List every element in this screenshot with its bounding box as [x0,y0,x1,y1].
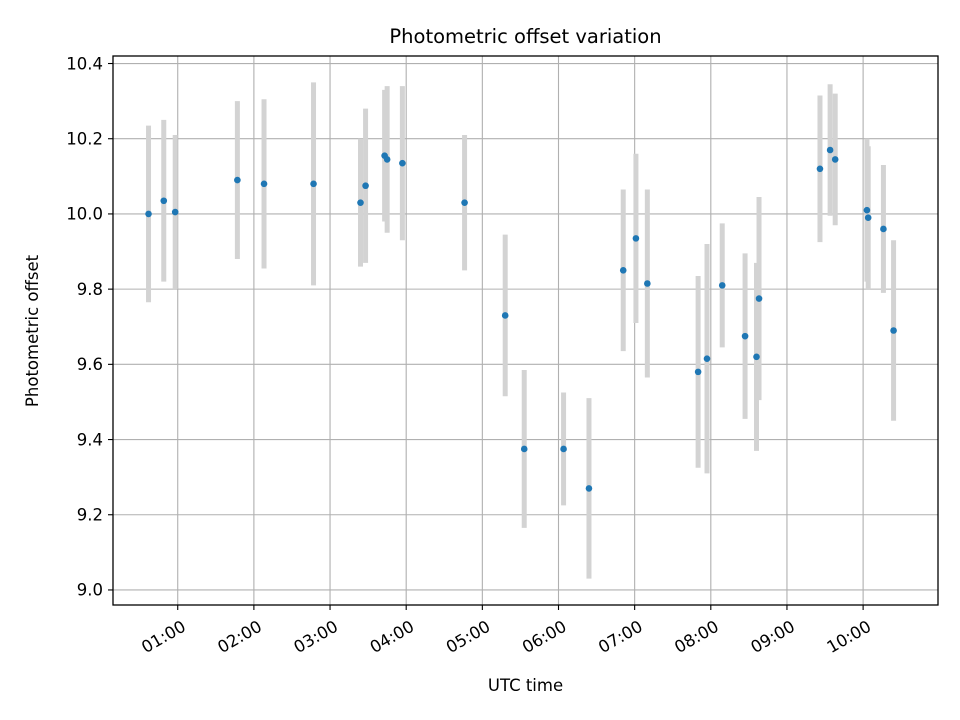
data-point [461,199,468,206]
y-tick-label: 9.6 [77,355,103,374]
data-point [501,312,509,319]
data-point [644,280,651,287]
data-point [890,327,897,334]
data-point [260,180,268,188]
data-point [741,332,749,340]
data-point [864,214,872,221]
data-point [520,445,528,453]
data-point [234,176,241,184]
data-point [632,235,640,242]
data-point [831,156,839,163]
data-point [863,206,871,214]
data-point [362,182,369,190]
x-axis-label: UTC time [488,676,563,695]
data-point [383,156,391,163]
chart-title: Photometric offset variation [389,25,661,48]
data-point [171,208,179,216]
data-point [585,485,593,492]
data-point [160,197,168,205]
data-point [816,165,824,173]
y-tick-label: 9.2 [77,506,103,525]
y-tick-label: 9.4 [77,430,103,449]
data-point [399,159,406,167]
y-tick-label: 10.2 [66,130,103,149]
data-point [826,146,834,154]
y-axis-label: Photometric offset [23,254,42,407]
data-points [145,146,897,492]
plot-frame [112,55,939,606]
data-point [357,199,364,206]
data-point [880,225,887,233]
y-tick-label: 10.4 [66,54,103,73]
data-point [560,445,567,453]
data-point [718,282,726,289]
data-point [619,267,627,274]
data-point [703,355,711,363]
data-point [753,353,760,361]
data-point [694,368,702,376]
data-point [310,180,317,188]
data-point [755,295,763,302]
data-point [145,210,152,218]
y-tick-label: 9.0 [77,581,103,600]
y-tick-label: 9.8 [77,280,103,299]
y-tick-label: 10.0 [66,205,103,224]
